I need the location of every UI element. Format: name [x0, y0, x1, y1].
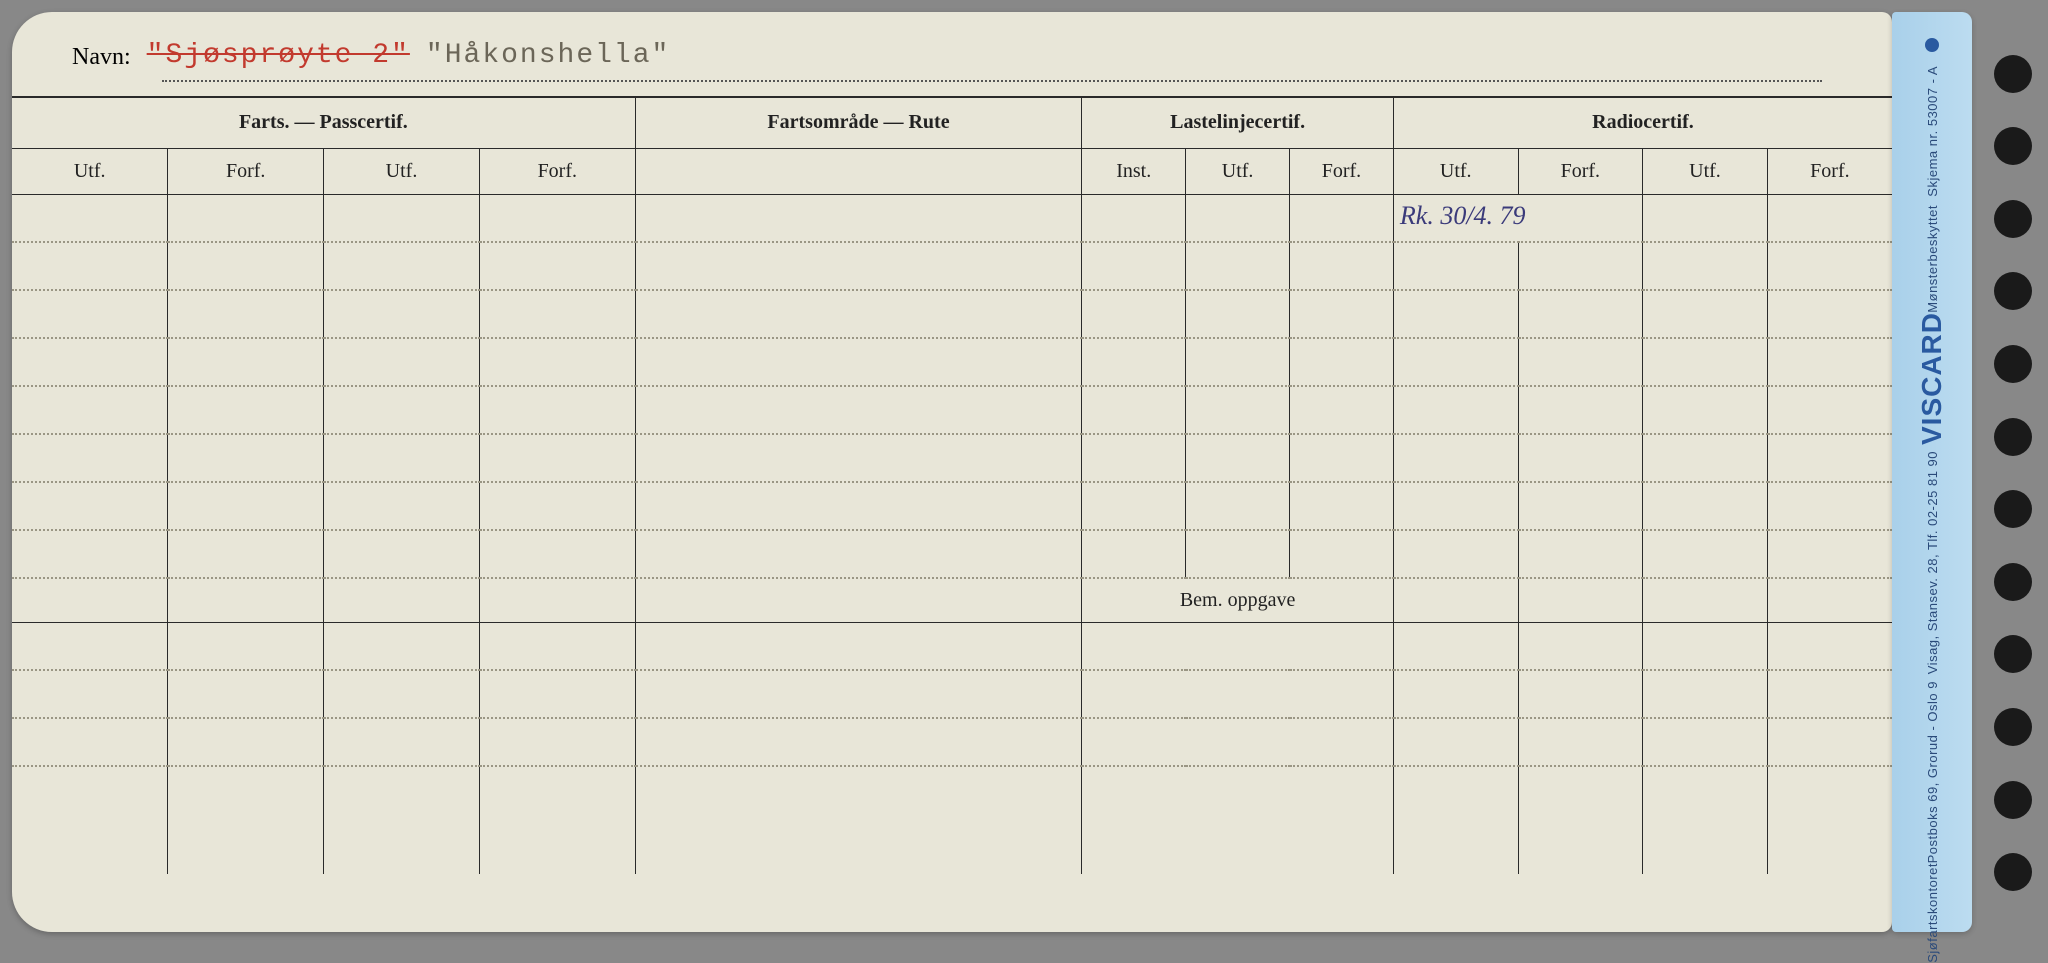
sub-utf-2: Utf. [324, 148, 480, 194]
punch-hole-icon [1994, 635, 2032, 673]
document-card-wrap: Navn: "Sjøsprøyte 2" "Håkonshella" Farts… [0, 0, 2048, 946]
sub-forf-4: Forf. [1518, 148, 1643, 194]
handwritten-radio-entry: Rk. 30/4. 79 [1400, 201, 1526, 231]
punch-hole-icon [1994, 781, 2032, 819]
table-row [12, 766, 1892, 814]
sub-rute-blank [635, 148, 1082, 194]
table-row [12, 242, 1892, 290]
table-row [12, 530, 1892, 578]
spine-form-number: Skjema nr. 53007 - A [1925, 66, 1940, 197]
header-sub-row: Utf. Forf. Utf. Forf. Inst. Utf. Forf. U… [12, 148, 1892, 194]
table-row [12, 386, 1892, 434]
sub-forf-3: Forf. [1290, 148, 1394, 194]
sub-utf-5: Utf. [1643, 148, 1768, 194]
header-radiocertif: Radiocertif. [1393, 98, 1892, 148]
sub-inst: Inst. [1082, 148, 1186, 194]
sub-forf-1: Forf. [168, 148, 324, 194]
sub-utf-3: Utf. [1186, 148, 1290, 194]
header-fartsomrade-rute: Fartsområde — Rute [635, 98, 1082, 148]
spine-top-group: Skjema nr. 53007 - A Mønsterbeskyttet [1925, 32, 1940, 312]
index-card: Navn: "Sjøsprøyte 2" "Håkonshella" Farts… [12, 12, 1892, 932]
sub-utf-4: Utf. [1393, 148, 1518, 194]
punch-hole-icon [1994, 418, 2032, 456]
table-row [12, 670, 1892, 718]
bem-oppgave-header: Bem. oppgave [1082, 578, 1394, 622]
punch-hole-icon [1994, 563, 2032, 601]
card-spine: Skjema nr. 53007 - A Mønsterbeskyttet VI… [1892, 12, 1972, 932]
header-farts-passcertif: Farts. — Passcertif. [12, 98, 635, 148]
name-struck: "Sjøsprøyte 2" [147, 40, 410, 71]
punch-hole-icon [1994, 200, 2032, 238]
header-group-row: Farts. — Passcertif. Fartsområde — Rute … [12, 98, 1892, 148]
spine-office: Sjøfartskontoret [1925, 863, 1940, 963]
punch-holes [1978, 0, 2048, 946]
table-row: Rk. 30/4. 79 [12, 194, 1892, 242]
table-grid: Farts. — Passcertif. Fartsområde — Rute … [12, 96, 1892, 874]
table-row [12, 622, 1892, 670]
table-row [12, 718, 1892, 766]
name-row: Navn: "Sjøsprøyte 2" "Håkonshella" [12, 42, 1892, 92]
spine-middle-group: VISCARD Visag, Stansev. 28, Tlf. 02-25 8… [1916, 312, 1948, 863]
punch-hole-icon [1994, 345, 2032, 383]
name-label: Navn: [72, 44, 131, 71]
punch-hole-icon [1994, 708, 2032, 746]
spine-address: Visag, Stansev. 28, Tlf. 02-25 81 90 [1925, 451, 1940, 674]
spine-postbox: Postboks 69, Grorud - Oslo 9 [1925, 681, 1940, 863]
name-current: "Håkonshella" [426, 40, 670, 71]
bem-oppgave-row: Bem. oppgave [12, 578, 1892, 622]
spine-protected: Mønsterbeskyttet [1925, 205, 1940, 313]
sub-utf-1: Utf. [12, 148, 168, 194]
table-row [12, 814, 1892, 874]
punch-hole-icon [1994, 55, 2032, 93]
spine-brand: VISCARD [1916, 312, 1948, 445]
table-body: Rk. 30/4. 79 B [12, 194, 1892, 874]
spine-dot-icon [1925, 38, 1939, 52]
table-row [12, 290, 1892, 338]
sub-forf-5: Forf. [1767, 148, 1892, 194]
table-row [12, 482, 1892, 530]
punch-hole-icon [1994, 272, 2032, 310]
table-row [12, 434, 1892, 482]
main-table: Farts. — Passcertif. Fartsområde — Rute … [12, 98, 1892, 874]
punch-hole-icon [1994, 853, 2032, 891]
table-row [12, 338, 1892, 386]
punch-hole-icon [1994, 127, 2032, 165]
punch-hole-icon [1994, 490, 2032, 528]
name-dotted-line [162, 80, 1822, 82]
header-lastelinjecertif: Lastelinjecertif. [1082, 98, 1394, 148]
sub-forf-2: Forf. [479, 148, 635, 194]
